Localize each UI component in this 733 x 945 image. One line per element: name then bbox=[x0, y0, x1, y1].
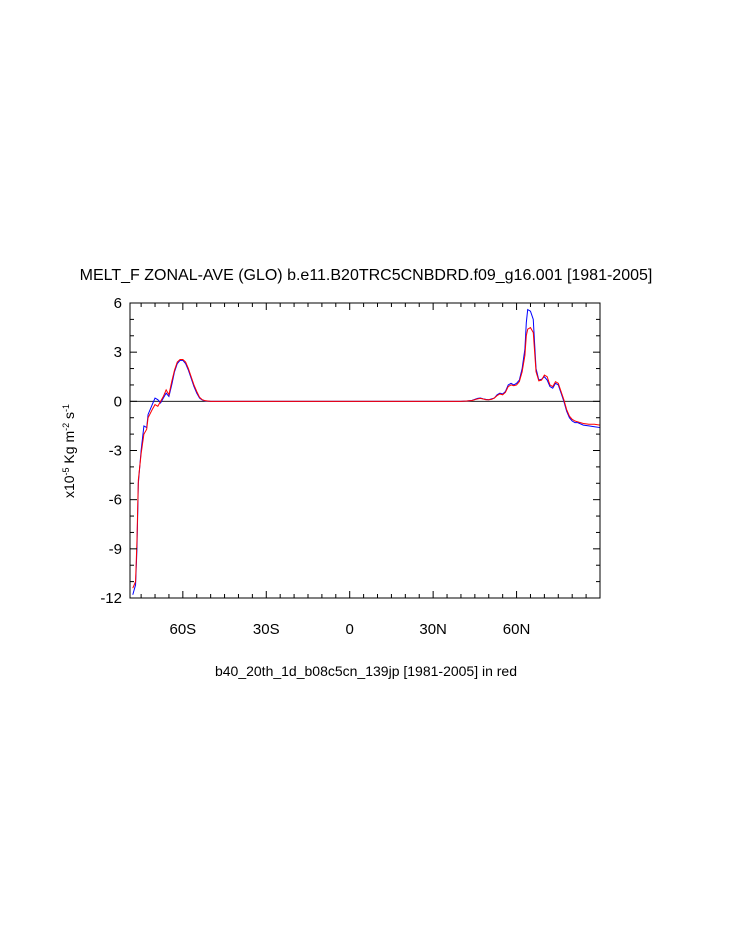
y-tick-label: -6 bbox=[109, 492, 122, 509]
x-tick-label: 30S bbox=[253, 621, 280, 638]
y-tick-label: 0 bbox=[114, 393, 122, 410]
x-tick-label: 60S bbox=[169, 621, 196, 638]
plot-frame bbox=[129, 302, 601, 599]
y-axis-ticks: 6 3 0 -3 -6 -9 -12 bbox=[100, 295, 600, 607]
x-axis-label: b40_20th_1d_b08c5cn_139jp [1981-2005] in… bbox=[215, 663, 517, 679]
y-tick-label: 6 bbox=[114, 295, 122, 312]
svg-text:x10-5 Kg m-2 s-1: x10-5 Kg m-2 s-1 bbox=[61, 404, 77, 498]
series-line-0 bbox=[132, 308, 601, 595]
y-tick-label: -3 bbox=[109, 443, 122, 460]
y-axis-label: x10-5 Kg m-2 s-1 bbox=[61, 404, 77, 498]
plot-area bbox=[129, 302, 601, 599]
x-tick-label: 0 bbox=[346, 621, 354, 638]
x-tick-label: 30N bbox=[419, 621, 447, 638]
y-tick-label: 3 bbox=[114, 344, 122, 361]
y-tick-label: -9 bbox=[109, 541, 122, 558]
series-line-1 bbox=[132, 326, 601, 589]
chart-title: MELT_F ZONAL-AVE (GLO) b.e11.B20TRC5CNBD… bbox=[80, 267, 653, 284]
x-tick-label: 60N bbox=[503, 621, 531, 638]
x-axis-ticks: 60S 30S 0 30N 60N bbox=[140, 303, 587, 638]
y-tick-label: -12 bbox=[100, 590, 122, 607]
